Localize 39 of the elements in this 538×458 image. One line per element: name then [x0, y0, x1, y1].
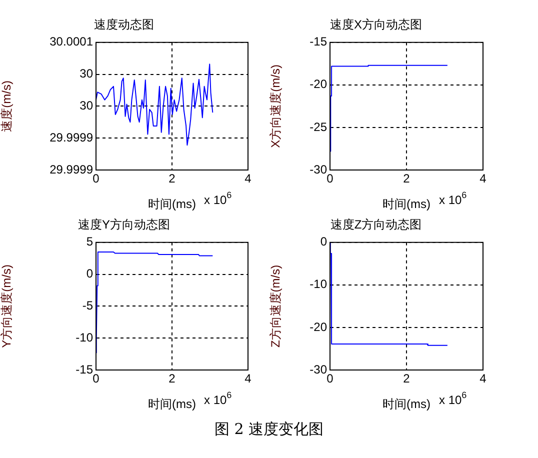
y-tick-label: -5 — [82, 298, 94, 313]
chart-title: 速度动态图 — [94, 18, 154, 32]
y-tick-label: -15 — [310, 34, 328, 49]
y-tick-label: -10 — [310, 277, 328, 292]
x-axis-title: 时间(ms) — [382, 397, 430, 412]
y-tick-label: -30 — [310, 362, 328, 376]
y-tick-label: 30 — [80, 66, 94, 81]
x-axis-title: 时间(ms) — [148, 197, 196, 212]
y-tick-label: 29.9999 — [50, 130, 94, 144]
x-tick-label: 4 — [480, 172, 487, 186]
y-tick-label: -10 — [76, 330, 94, 344]
y-tick-label: 30.0001 — [50, 34, 94, 49]
y-tick-label: -20 — [310, 77, 328, 92]
y-tick-label: 0 — [86, 266, 94, 281]
chart-title: 速度X方向动态图 — [330, 18, 422, 32]
x-tick-label: 2 — [403, 372, 410, 386]
y-tick-label: -25 — [310, 120, 328, 134]
x-axis-title: 时间(ms) — [148, 397, 196, 412]
chart-title: 速度Y方向动态图 — [78, 218, 170, 232]
y-axis-title: Z方向速度(m/s) — [268, 264, 283, 348]
y-tick-label: -15 — [76, 362, 94, 376]
caption: 图 2 速度变化图 — [213, 420, 325, 439]
y-tick-label: 30 — [80, 98, 94, 113]
chart-title: 速度Z方向动态图 — [330, 218, 422, 232]
y-axis-title: X方向速度(m/s) — [268, 64, 283, 148]
y-tick-label: 0 — [320, 234, 328, 249]
x-tick-label: 2 — [168, 372, 176, 386]
y-tick-label: 5 — [86, 234, 94, 249]
y-axis-title: 速度(m/s) — [0, 80, 14, 132]
x-axis-title: 时间(ms) — [382, 197, 430, 212]
x-tick-label: 4 — [480, 372, 487, 386]
y-tick-label: -30 — [310, 162, 328, 176]
x-tick-label: 2 — [403, 172, 410, 186]
x-tick-label: 4 — [244, 172, 252, 186]
y-tick-label: -20 — [310, 320, 328, 334]
x-tick-label: 4 — [244, 372, 252, 386]
x-tick-label: 2 — [168, 172, 176, 186]
y-axis-title: Y方向速度(m/s) — [0, 264, 14, 348]
y-tick-label: 29.9999 — [50, 162, 94, 176]
